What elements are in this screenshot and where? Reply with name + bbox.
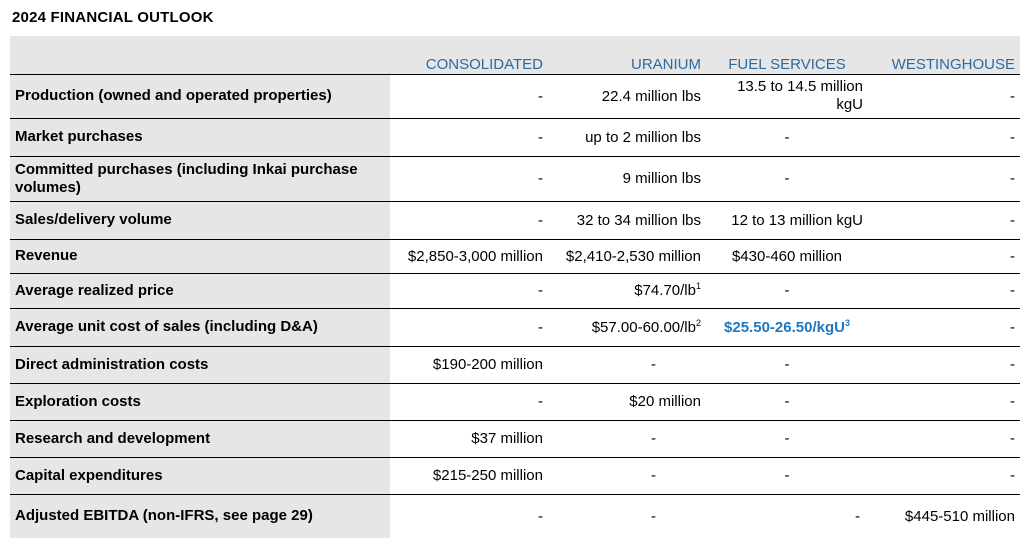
- cell-fuel-services: -: [706, 118, 868, 157]
- cell-uranium: -: [651, 507, 656, 525]
- cell-westinghouse: -: [868, 346, 1020, 384]
- cell-consolidated: $2,850-3,000 million: [390, 239, 548, 274]
- cell-consolidated: -: [390, 74, 548, 119]
- row-label: Average realized price: [10, 273, 390, 309]
- page-title: 2024 FINANCIAL OUTLOOK: [12, 9, 214, 26]
- cell-uranium: -: [548, 457, 706, 495]
- header-fuel-services: FUEL SERVICES: [706, 36, 868, 75]
- cell-fuel-services: 13.5 to 14.5 million kgU: [706, 74, 868, 119]
- cell-fuel-services: -: [855, 507, 860, 525]
- cell-westinghouse: -: [868, 201, 1020, 240]
- cell-fuel-services: -: [706, 156, 868, 202]
- cell-westinghouse: -: [868, 156, 1020, 202]
- row-label: Committed purchases (including Inkai pur…: [10, 156, 390, 202]
- cell-fuel-services: $25.50-26.50/kgU3: [706, 308, 868, 347]
- cell-westinghouse: -: [868, 420, 1020, 458]
- uranium-value: $74.70/lb: [634, 282, 696, 299]
- row-label: Adjusted EBITDA (non-IFRS, see page 29): [10, 494, 390, 538]
- cell-fuel-services: 12 to 13 million kgU: [706, 201, 868, 240]
- table-row: Direct administration costs $190-200 mil…: [10, 346, 1020, 384]
- cell-westinghouse: -: [868, 118, 1020, 157]
- footnote-ref: 3: [844, 317, 850, 328]
- cell-uranium: 22.4 million lbs: [548, 74, 706, 119]
- cell-westinghouse: $445-510 million: [904, 507, 1015, 525]
- table-header-row: CONSOLIDATED URANIUM FUEL SERVICES WESTI…: [10, 36, 1020, 75]
- row-label: Market purchases: [10, 118, 390, 157]
- cell-fuel-services: -: [706, 383, 868, 421]
- cell-uranium: $74.70/lb1: [548, 273, 706, 309]
- uranium-value: $57.00-60.00/lb: [591, 318, 696, 336]
- cell-westinghouse: -: [868, 239, 1020, 274]
- cell-uranium: $57.00-60.00/lb2: [548, 308, 706, 347]
- financial-outlook-table: CONSOLIDATED URANIUM FUEL SERVICES WESTI…: [10, 36, 1020, 538]
- cell-westinghouse: -: [868, 273, 1020, 309]
- fuel-services-highlight-value: $25.50-26.50/kgU: [724, 318, 845, 336]
- cell-uranium: -: [548, 346, 706, 384]
- cell-consolidated: -: [390, 308, 548, 347]
- cell-consolidated: $215-250 million: [390, 457, 548, 495]
- cell-fuel-services: -: [706, 273, 868, 309]
- cell-consolidated: -: [390, 118, 548, 157]
- cell-uranium: $20 million: [548, 383, 706, 421]
- cell-consolidated: -: [390, 156, 548, 202]
- table-row: Production (owned and operated propertie…: [10, 74, 1020, 119]
- cell-uranium: $2,410-2,530 million: [548, 239, 706, 274]
- row-label: Capital expenditures: [10, 457, 390, 495]
- cell-consolidated: -: [538, 507, 543, 525]
- footnote-ref: 2: [695, 317, 701, 328]
- table-row: Research and development $37 million - -…: [10, 420, 1020, 458]
- cell-fuel-services: -: [706, 420, 868, 458]
- table-row: Average realized price - $74.70/lb1 - -: [10, 273, 1020, 309]
- cell-uranium: -: [548, 420, 706, 458]
- cell-consolidated: -: [390, 201, 548, 240]
- cell-consolidated: -: [390, 383, 548, 421]
- cell-uranium: 9 million lbs: [548, 156, 706, 202]
- header-westinghouse: WESTINGHOUSE: [868, 36, 1020, 75]
- cell-westinghouse: -: [868, 74, 1020, 119]
- row-label: Direct administration costs: [10, 346, 390, 384]
- row-label: Production (owned and operated propertie…: [10, 74, 390, 119]
- row-label: Sales/delivery volume: [10, 201, 390, 240]
- header-label-column: [10, 36, 390, 75]
- cell-uranium: 32 to 34 million lbs: [548, 201, 706, 240]
- cell-westinghouse: -: [868, 457, 1020, 495]
- cell-westinghouse: -: [868, 308, 1020, 347]
- table-row: Average unit cost of sales (including D&…: [10, 308, 1020, 347]
- row-label: Average unit cost of sales (including D&…: [10, 308, 390, 347]
- row-label: Revenue: [10, 239, 390, 274]
- cell-fuel-services: -: [706, 346, 868, 384]
- fuel-services-value: 13.5 to 14.5 million kgU: [737, 78, 863, 113]
- cell-consolidated: $190-200 million: [390, 346, 548, 384]
- cell-fuel-services: -: [706, 457, 868, 495]
- cell-fuel-services: $430-460 million: [706, 239, 868, 274]
- cell-westinghouse: -: [868, 383, 1020, 421]
- cell-consolidated: $37 million: [390, 420, 548, 458]
- table-row: Committed purchases (including Inkai pur…: [10, 156, 1020, 202]
- table-row: Exploration costs - $20 million - -: [10, 383, 1020, 421]
- table-row: Adjusted EBITDA (non-IFRS, see page 29) …: [10, 494, 1020, 538]
- header-consolidated: CONSOLIDATED: [390, 36, 548, 75]
- cell-uranium: up to 2 million lbs: [548, 118, 706, 157]
- cell-consolidated: -: [390, 273, 548, 309]
- table-row: Capital expenditures $215-250 million - …: [10, 457, 1020, 495]
- header-uranium: URANIUM: [548, 36, 706, 75]
- row-label: Exploration costs: [10, 383, 390, 421]
- table-row: Revenue $2,850-3,000 million $2,410-2,53…: [10, 239, 1020, 274]
- row-label: Research and development: [10, 420, 390, 458]
- table-row: Sales/delivery volume - 32 to 34 million…: [10, 201, 1020, 240]
- table-row: Market purchases - up to 2 million lbs -…: [10, 118, 1020, 157]
- footnote-ref: 1: [695, 281, 701, 291]
